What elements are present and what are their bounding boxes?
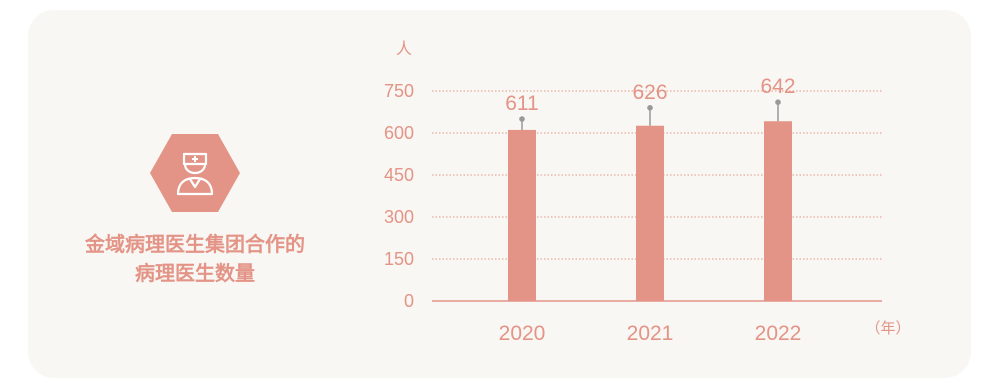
data-label: 626	[632, 81, 667, 104]
doctor-icon	[150, 134, 240, 212]
bar	[636, 125, 664, 301]
panel-title-line1: 金域病理医生集团合作的	[85, 232, 305, 256]
bar	[508, 129, 536, 301]
bar	[764, 121, 792, 302]
panel-title: 金域病理医生集团合作的 病理医生数量	[40, 230, 350, 288]
data-label: 642	[760, 75, 795, 98]
error-bar-cap	[775, 99, 781, 105]
y-tick-label: 750	[384, 81, 414, 101]
data-label: 611	[505, 92, 538, 115]
x-tick-label: 2022	[755, 322, 802, 345]
y-tick-label: 450	[384, 165, 414, 185]
y-tick-label: 300	[384, 207, 414, 227]
y-tick-label: 600	[384, 123, 414, 143]
x-unit-label: （年）	[865, 319, 910, 337]
error-bar-cap	[647, 105, 653, 111]
x-tick-label: 2021	[627, 322, 674, 345]
y-tick-label: 150	[384, 249, 414, 269]
error-bar-cap	[519, 116, 525, 122]
panel-title-line2: 病理医生数量	[135, 261, 255, 285]
y-unit-label: 人	[396, 39, 412, 58]
x-tick-label: 2020	[499, 322, 546, 345]
y-tick-label: 0	[404, 291, 414, 311]
